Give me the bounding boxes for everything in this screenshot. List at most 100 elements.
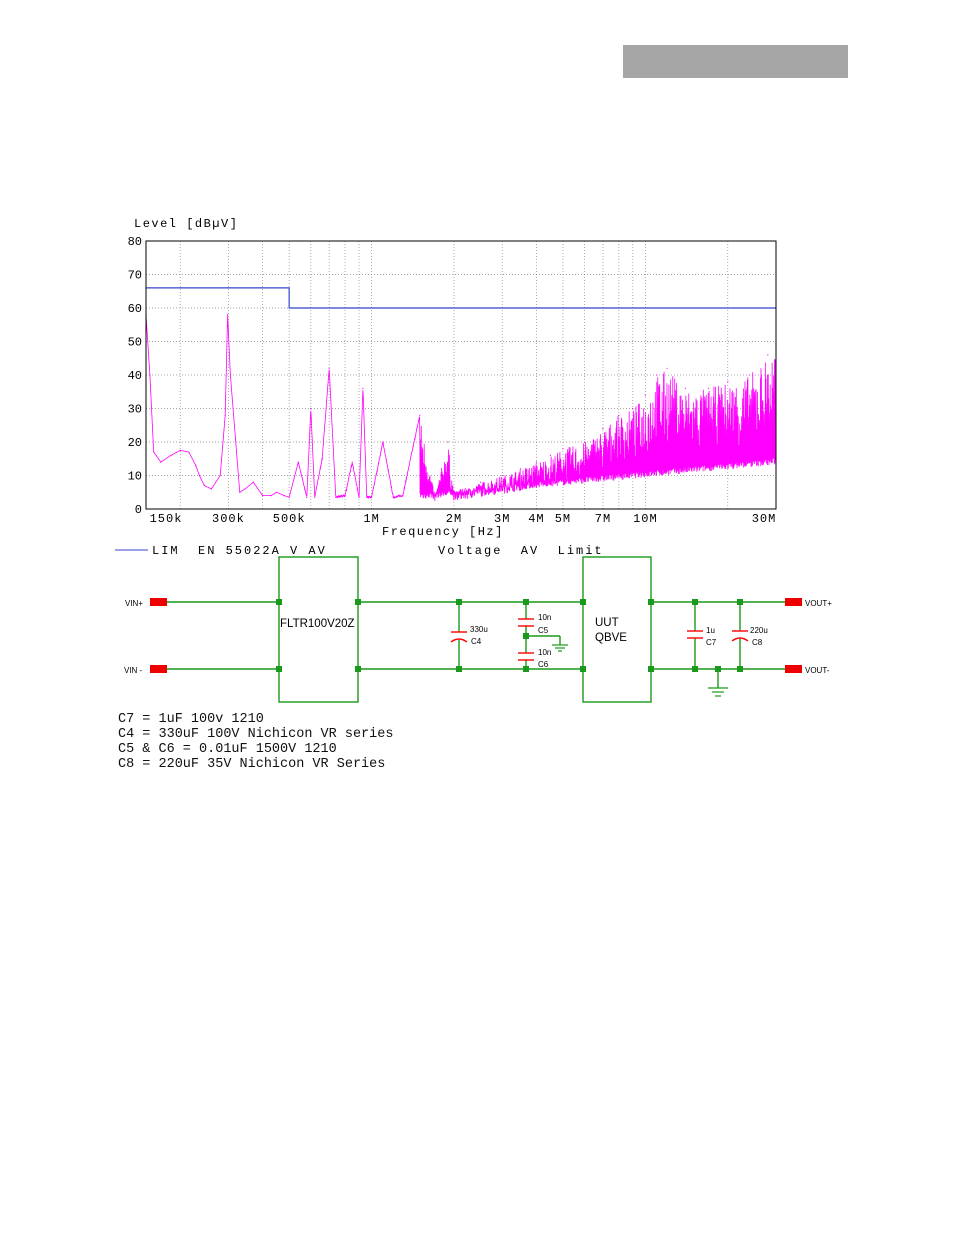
emission-point bbox=[149, 374, 151, 376]
x-tick-label: 5M bbox=[555, 512, 571, 526]
x-tick-label: 2M bbox=[446, 512, 462, 526]
emission-point bbox=[767, 354, 769, 356]
x-tick-label: 30M bbox=[752, 512, 777, 526]
emission-point bbox=[262, 495, 264, 497]
emission-point bbox=[519, 468, 522, 470]
emission-point bbox=[314, 496, 316, 498]
emission-point bbox=[252, 481, 254, 483]
emission-point bbox=[270, 495, 272, 497]
label-c4-name: C4 bbox=[471, 637, 482, 646]
y-tick-label: 0 bbox=[135, 503, 142, 517]
emission-point bbox=[707, 387, 710, 389]
emission-point bbox=[666, 367, 668, 369]
emission-point bbox=[464, 488, 466, 490]
series-emission bbox=[145, 314, 777, 501]
emission-point bbox=[644, 394, 646, 396]
emission-point bbox=[402, 495, 404, 497]
emission-point bbox=[584, 441, 586, 443]
emission-point bbox=[224, 414, 226, 416]
filter-block bbox=[278, 556, 359, 703]
note-c8: C8 = 220uF 35V Nichicon VR Series bbox=[118, 757, 386, 772]
capacitor-icon bbox=[518, 652, 534, 661]
emission-point bbox=[748, 374, 751, 376]
emission-point bbox=[351, 461, 353, 463]
emission-point bbox=[321, 458, 323, 460]
emission-point bbox=[656, 374, 658, 376]
chart-series bbox=[145, 287, 777, 501]
emission-point bbox=[227, 314, 229, 316]
emission-point bbox=[602, 428, 604, 430]
component-notes: C7 = 1uF 100v 1210 C4 = 330uF 100V Nichi… bbox=[118, 712, 393, 772]
emission-point bbox=[344, 495, 346, 497]
emission-point bbox=[358, 496, 360, 498]
emission-point bbox=[479, 481, 482, 483]
emission-point bbox=[179, 449, 181, 451]
label-c7-value: 1u bbox=[706, 626, 715, 635]
note-c4: C4 = 330uF 100V Nichicon VR series bbox=[118, 727, 394, 742]
emission-point bbox=[535, 461, 538, 463]
label-c8-value: 220u bbox=[750, 626, 768, 635]
legend-description-limit: Voltage AV Limit bbox=[438, 544, 604, 558]
emission-point bbox=[392, 496, 394, 498]
plot-frame bbox=[145, 240, 777, 510]
capacitor-icon bbox=[450, 631, 468, 643]
header-bar bbox=[623, 45, 848, 78]
x-tick-label: 4M bbox=[528, 512, 544, 526]
emission-point bbox=[328, 367, 330, 369]
label-vout-minus: VOUT- bbox=[805, 666, 830, 675]
uut-block bbox=[582, 556, 652, 703]
terminal-vout-minus bbox=[785, 665, 802, 673]
label-c5-value: 10n bbox=[538, 613, 551, 622]
emission-point bbox=[219, 474, 221, 477]
emission-point bbox=[288, 496, 290, 498]
x-tick-label: 300k bbox=[212, 512, 245, 526]
x-tick-label: 10M bbox=[633, 512, 658, 526]
emission-point bbox=[632, 407, 634, 410]
label-c8-name: C8 bbox=[752, 638, 763, 647]
emission-point bbox=[310, 407, 312, 410]
x-axis-label: Frequency [Hz] bbox=[382, 525, 504, 539]
emission-point bbox=[283, 495, 285, 497]
label-vout-plus: VOUT+ bbox=[805, 599, 832, 608]
emission-point bbox=[229, 374, 231, 376]
x-tick-label: 7M bbox=[595, 512, 611, 526]
y-tick-label: 40 bbox=[128, 369, 142, 383]
y-tick-label: 70 bbox=[128, 269, 142, 283]
series-limit bbox=[146, 287, 776, 309]
emission-point bbox=[297, 461, 299, 463]
note-c7: C7 = 1uF 100v 1210 bbox=[118, 712, 264, 727]
x-tick-label: 1M bbox=[363, 512, 379, 526]
emission-point bbox=[370, 496, 373, 498]
emission-point bbox=[244, 488, 246, 490]
ground-icon bbox=[552, 644, 568, 652]
emission-point bbox=[382, 441, 384, 443]
label-uut: UUT bbox=[595, 617, 619, 629]
y-tick-label: 80 bbox=[128, 235, 142, 249]
test-circuit-schematic: VIN+ VIN - VOUT+ VOUT- FLTR100V20Z UUT Q… bbox=[124, 556, 832, 703]
junction-dots bbox=[276, 599, 743, 672]
emission-point bbox=[153, 451, 155, 453]
schematic-wires bbox=[166, 601, 787, 688]
x-tick-label: 3M bbox=[494, 512, 510, 526]
capacitor-icon bbox=[687, 630, 703, 639]
emission-point bbox=[549, 454, 552, 456]
emission-point bbox=[276, 491, 278, 493]
emission-point bbox=[501, 474, 503, 477]
note-c5-c6: C5 & C6 = 0.01uF 1500V 1210 bbox=[118, 742, 337, 757]
emission-point bbox=[335, 496, 337, 498]
label-c5-name: C5 bbox=[538, 626, 549, 635]
label-c6-name: C6 bbox=[538, 660, 549, 669]
emission-point bbox=[618, 414, 620, 416]
terminal-vin-minus bbox=[150, 665, 167, 673]
emission-point bbox=[239, 491, 241, 493]
ground-icon bbox=[708, 687, 728, 697]
label-vin-minus: VIN - bbox=[124, 666, 143, 675]
emission-point bbox=[195, 464, 197, 467]
capacitor-icon bbox=[731, 630, 749, 642]
emission-point bbox=[453, 491, 455, 493]
emission-point bbox=[188, 451, 190, 453]
emission-point bbox=[562, 448, 564, 450]
emission-point bbox=[727, 381, 729, 383]
emission-point bbox=[170, 454, 172, 456]
emission-point bbox=[203, 484, 205, 487]
